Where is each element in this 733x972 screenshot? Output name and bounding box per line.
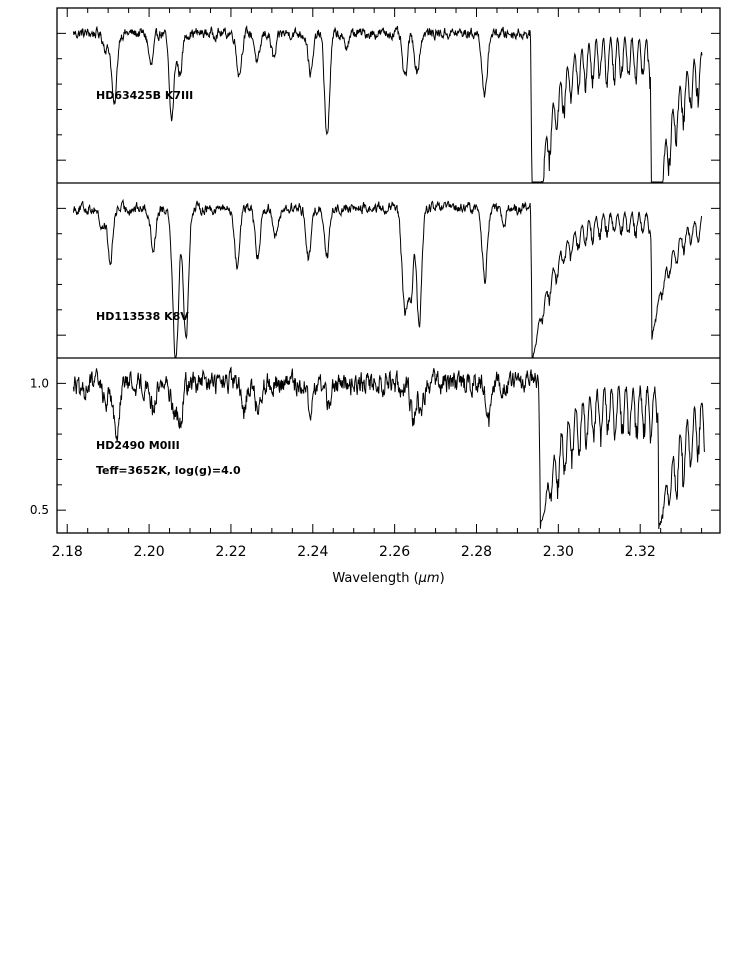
panel-label: HD63425B K7III (96, 89, 193, 102)
panel-ticks (57, 32, 720, 161)
x-tick-label: 2.18 (52, 544, 83, 560)
x-tick-label: 2.28 (461, 544, 492, 560)
x-tick-label: 2.30 (543, 544, 574, 560)
x-tick-label: 2.20 (133, 544, 164, 560)
panel-sublabel: Teff=3652K, log(g)=4.0 (96, 464, 241, 477)
panel-hd63425b: HD63425B K7III (57, 24, 720, 183)
panel-ticks: 0.5 1.0 (30, 376, 720, 517)
panel-label: HD2490 M0III (96, 439, 180, 452)
panel-label: HD113538 K8V (96, 310, 189, 323)
panel-hd113538: HD113538 K8V (57, 198, 720, 358)
plot-frame (56, 7, 721, 534)
x-axis-ticks: 2.18 2.20 2.22 2.24 2.26 2.28 2.30 2.32 (52, 8, 703, 560)
x-tick-label: 2.26 (379, 544, 410, 560)
panel-hd2490: 0.5 1.0 HD2490 M0III Teff=3652K, log(g)=4… (30, 366, 720, 530)
panel-ticks (57, 207, 720, 336)
x-tick-label: 2.32 (625, 544, 656, 560)
x-axis-title: Wavelength (μm) (332, 571, 444, 586)
y-tick-label: 0.5 (30, 503, 49, 517)
y-tick-label: 1.0 (30, 376, 49, 390)
x-tick-label: 2.24 (297, 544, 328, 560)
spectrum-line (72, 198, 703, 358)
spectrum-line (72, 24, 703, 183)
x-tick-label: 2.22 (215, 544, 246, 560)
spectrum-line (72, 366, 705, 530)
